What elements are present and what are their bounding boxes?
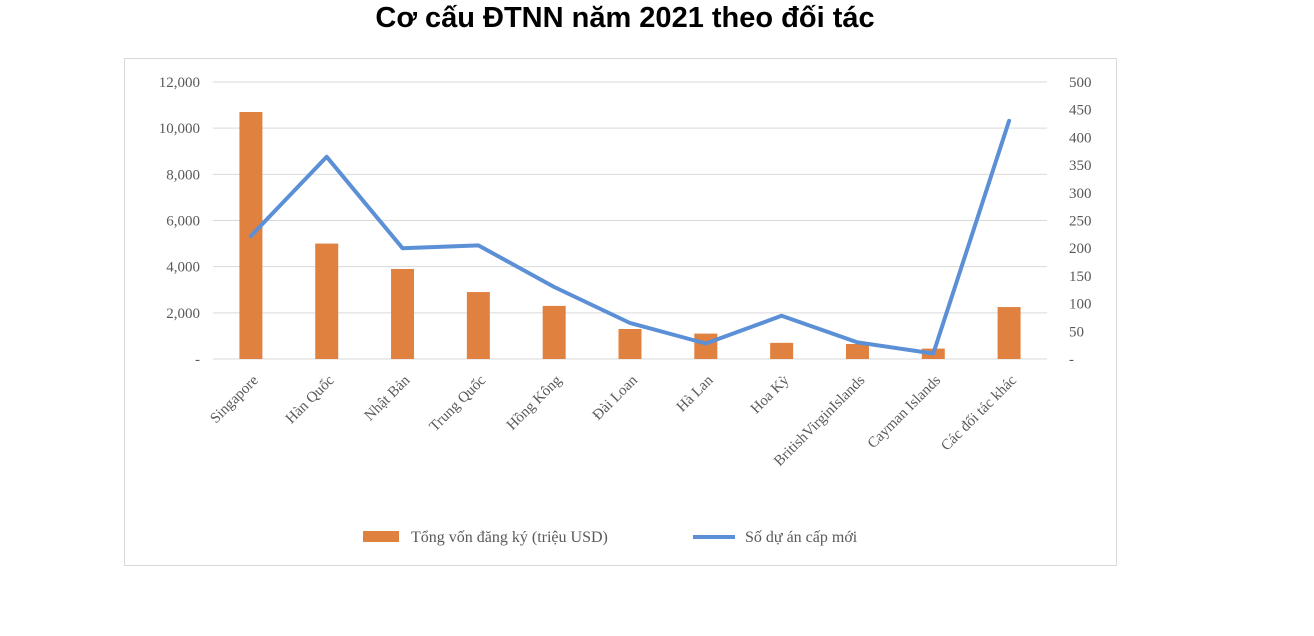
bar [618,328,642,359]
x-tick-label: Singapore [207,372,262,427]
bar [694,333,718,359]
y-left-tick-label: - [195,352,200,368]
legend: Tổng vốn đăng ký (triệu USD) Số dự án cấp… [363,529,858,546]
y-right-tick-label: 50 [1069,324,1084,340]
legend-bar-label: Tổng vốn đăng ký (triệu USD) [411,529,608,546]
y-left-tick-label: 10,000 [159,121,200,137]
x-tick-label: Hồng Kông [504,372,565,433]
bar [845,343,869,359]
y-left-tick-label: 4,000 [166,260,200,276]
y-right-tick-label: 500 [1069,75,1092,91]
y-axis-right: - 50 100 150 200 250 300 350 400 450 500 [1069,75,1092,368]
chart-svg: - 2,000 4,000 6,000 8,000 10,000 12,000 - 50 100… [159,75,1092,546]
bar [770,342,794,359]
y-right-tick-label: 450 [1069,103,1092,119]
y-right-tick-label: 200 [1069,241,1092,257]
y-left-tick-label: 2,000 [166,306,200,322]
y-right-tick-label: 250 [1069,214,1092,230]
y-left-tick-label: 12,000 [159,75,200,91]
y-right-tick-label: 350 [1069,158,1092,174]
bar [466,292,490,359]
y-right-tick-label: 100 [1069,297,1092,313]
line-series-path [248,118,1012,356]
x-tick-label: Nhật Bản [362,372,414,424]
bar [542,305,566,359]
bar [997,307,1021,359]
x-axis: Singapore Hàn Quốc Nhật Bản Trung Quốc Hồng … [207,372,1020,469]
y-axis-left: - 2,000 4,000 6,000 8,000 10,000 12,000 [159,75,200,368]
y-right-tick-label: 150 [1069,269,1092,285]
legend-bar-swatch [363,531,399,542]
chart-area: - 2,000 4,000 6,000 8,000 10,000 12,000 - 50 100… [124,58,1117,566]
y-right-tick-label: 300 [1069,186,1092,202]
chart-title: Cơ cấu ĐTNN năm 2021 theo đối tác [375,2,875,34]
y-left-tick-label: 8,000 [166,167,200,183]
legend-line-label: Số dự án cấp mới [745,529,858,546]
gridlines [213,81,1047,360]
bar [391,268,415,359]
x-tick-label: Các đối tác khác [938,372,1020,454]
x-tick-label: Hoa Kỳ [748,372,793,417]
x-tick-label: Hà Lan [674,372,717,415]
bar [315,243,339,359]
line-series [248,118,1012,356]
y-right-tick-label: - [1069,352,1074,368]
x-tick-label: Hàn Quốc [283,372,338,427]
x-tick-label: Đài Loan [590,372,641,423]
y-left-tick-label: 6,000 [166,214,200,230]
x-tick-label: Cayman Islands [865,372,944,451]
y-right-tick-label: 400 [1069,130,1092,146]
x-tick-label: Trung Quốc [427,372,490,435]
